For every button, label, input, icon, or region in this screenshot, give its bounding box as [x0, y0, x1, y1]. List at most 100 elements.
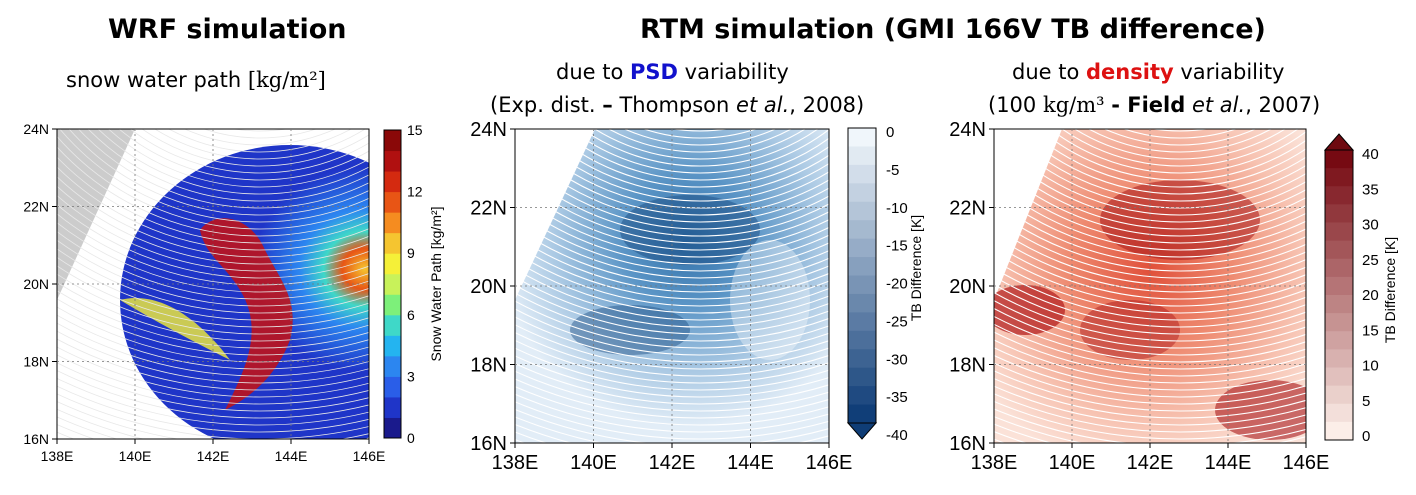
y-tick-label: 22N — [23, 199, 49, 215]
panel2-sub2-b: Thompson — [619, 93, 730, 117]
panel3-sub2-unit: kg/m³ — [1042, 93, 1105, 117]
colorbar-swatch — [1325, 313, 1353, 332]
colorbar-tick: 35 — [1362, 181, 1379, 198]
panel1-subtitle-unit: [kg/m²] — [247, 68, 326, 92]
colorbar-swatch — [1325, 276, 1353, 296]
y-tick-label: 18N — [949, 355, 986, 377]
psd-colorbar: 0 -5 -10 -15 -20 -25 -30 -35 -40 — [846, 124, 908, 444]
y-tick-label: 16N — [470, 433, 507, 455]
wrf-colorbar-label: Snow Water Path [kg/m²] — [428, 206, 444, 362]
colorbar-arrow-icon — [846, 422, 878, 440]
colorbar-tick: 15 — [407, 122, 423, 138]
colorbar-swatch — [384, 130, 401, 152]
panel3-sub-key: density — [1086, 60, 1174, 84]
colorbar-tick: -15 — [886, 238, 908, 255]
panel3-subtitle2: (100 kg/m³ - Field et al., 2007) — [988, 93, 1320, 117]
x-tick-label: 138E — [492, 452, 539, 474]
psd-colorbar-label: TB Difference [K] — [908, 214, 924, 322]
wrf-snow-max — [200, 218, 293, 410]
panel2-sub-pre: due to — [556, 60, 624, 84]
colorbar-swatch — [1325, 295, 1353, 314]
panel2-subtitle: due to PSD variability — [556, 60, 789, 84]
colorbar-swatch — [1325, 331, 1353, 350]
colorbar-swatch — [1325, 258, 1353, 278]
y-tick-label: 16N — [23, 431, 49, 447]
colorbar-tick: -25 — [886, 313, 908, 330]
colorbar-swatch — [848, 386, 876, 406]
colorbar-tick: 5 — [1362, 393, 1370, 410]
panel1-subtitle: snow water path [kg/m²] — [66, 68, 326, 92]
colorbar-tick: -20 — [886, 276, 908, 293]
colorbar-tick: 6 — [407, 307, 415, 323]
colorbar-swatch — [848, 146, 876, 166]
y-tick-label: 22N — [470, 198, 507, 220]
panel2-sub2-dash: – — [602, 93, 613, 117]
y-tick-label: 20N — [23, 276, 49, 292]
panel2-sub-key: PSD — [630, 60, 678, 84]
x-tick-label: 144E — [1205, 452, 1252, 474]
colorbar-tick: 25 — [1362, 252, 1379, 269]
wrf-missing-area — [57, 129, 135, 300]
density-colorbar-label: TB Difference [K] — [1382, 236, 1398, 344]
panel3-sub-pre: due to — [1012, 60, 1080, 84]
colorbar-swatch — [384, 191, 401, 213]
x-tick-label: 146E — [1283, 452, 1330, 474]
colorbar-tick: -35 — [886, 389, 908, 406]
colorbar-swatch — [848, 238, 876, 258]
colorbar-swatch — [384, 376, 401, 398]
colorbar-swatch — [384, 212, 401, 234]
panel2-sub2-a: (Exp. dist. — [490, 93, 596, 117]
colorbar-swatch — [848, 367, 876, 387]
y-tick-label: 18N — [470, 355, 507, 377]
panel2-sub-post: variability — [684, 60, 789, 84]
colorbar-tick: 12 — [407, 184, 423, 200]
colorbar-tick: 9 — [407, 245, 415, 261]
colorbar-swatch — [848, 404, 876, 424]
colorbar-tick: 0 — [1362, 428, 1370, 445]
x-tick-label: 140E — [1049, 452, 1096, 474]
x-tick-label: 140E — [119, 448, 152, 464]
colorbar-swatch — [1325, 222, 1353, 242]
x-tick-label: 138E — [41, 448, 74, 464]
colorbar-swatch — [848, 164, 876, 184]
colorbar-tick: 0 — [407, 430, 415, 446]
colorbar-swatch — [384, 355, 401, 377]
x-tick-label: 144E — [275, 448, 308, 464]
panel2-subtitle2: (Exp. dist. – Thompson et al., 2008) — [490, 93, 864, 117]
y-tick-label: 20N — [470, 276, 507, 298]
colorbar-tick: 40 — [1362, 146, 1379, 163]
panel3-sub2-b: - Field — [1111, 93, 1186, 117]
density-colorbar: 0 5 10 15 20 25 30 35 40 — [1323, 133, 1379, 445]
colorbar-swatch — [1325, 204, 1353, 223]
rtm-title: RTM simulation (GMI 166V TB difference) — [640, 14, 1266, 45]
colorbar-swatch — [848, 275, 876, 295]
colorbar-swatch — [848, 257, 876, 276]
colorbar-tick: 20 — [1362, 287, 1379, 304]
colorbar-swatch — [384, 273, 401, 295]
colorbar-swatch — [1325, 421, 1353, 441]
colorbar-swatch — [1325, 240, 1353, 260]
colorbar-swatch — [384, 150, 401, 172]
wrf-storm-field — [120, 145, 369, 439]
density-field — [994, 129, 1306, 443]
panel1-subtitle-text: snow water path — [66, 68, 242, 92]
colorbar-tick: 15 — [1362, 322, 1379, 339]
y-tick-label: 24N — [949, 119, 986, 141]
panel2-sub2-etal: et al. — [736, 93, 790, 117]
colorbar-swatch — [848, 183, 876, 203]
colorbar-swatch — [848, 330, 876, 350]
colorbar-swatch — [384, 171, 401, 193]
x-tick-label: 144E — [727, 452, 774, 474]
y-tick-label: 24N — [470, 119, 507, 141]
colorbar-swatch — [848, 349, 876, 369]
x-tick-label: 142E — [649, 452, 696, 474]
x-tick-label: 138E — [971, 452, 1018, 474]
colorbar-swatch — [848, 293, 876, 313]
colorbar-tick: -10 — [886, 200, 908, 217]
colorbar-tick: -30 — [886, 351, 908, 368]
colorbar-arrow-icon — [1323, 133, 1355, 151]
colorbar-tick: 0 — [886, 124, 894, 141]
colorbar-swatch — [384, 294, 401, 316]
colorbar-swatch — [384, 232, 401, 254]
x-tick-label: 140E — [570, 452, 617, 474]
